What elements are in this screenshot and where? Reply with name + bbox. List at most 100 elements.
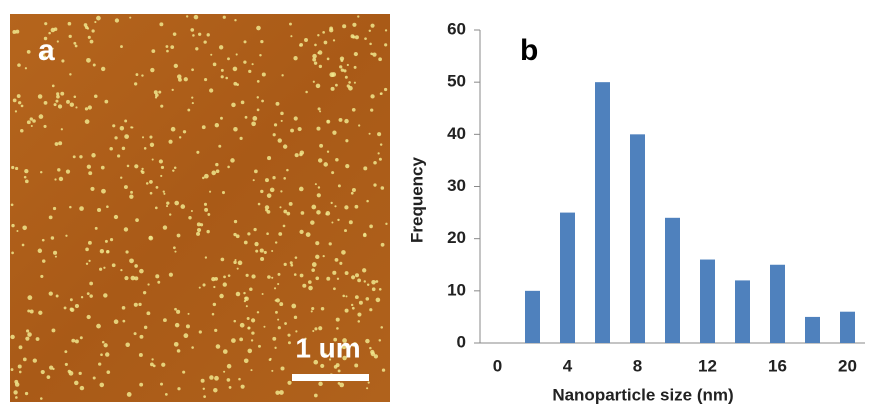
particle bbox=[15, 29, 20, 34]
particle bbox=[29, 117, 33, 121]
particle bbox=[375, 297, 381, 303]
particle bbox=[120, 176, 123, 179]
particle bbox=[326, 119, 331, 124]
particle bbox=[26, 120, 31, 125]
particle bbox=[378, 339, 382, 342]
particle bbox=[275, 390, 280, 395]
particle bbox=[32, 119, 36, 123]
particle bbox=[261, 293, 264, 296]
particle bbox=[287, 341, 291, 345]
particle bbox=[168, 139, 173, 144]
particle bbox=[172, 32, 177, 36]
particle bbox=[381, 368, 386, 372]
particle bbox=[222, 15, 226, 19]
particle bbox=[55, 294, 59, 298]
particle bbox=[54, 142, 59, 146]
particle bbox=[256, 25, 261, 31]
particle bbox=[84, 119, 90, 124]
particle bbox=[23, 175, 27, 179]
bar bbox=[595, 82, 610, 344]
particle bbox=[106, 250, 110, 254]
x-tick-label: 16 bbox=[768, 356, 787, 375]
particle bbox=[174, 322, 180, 328]
particle bbox=[105, 352, 110, 357]
particle bbox=[311, 306, 315, 311]
particle bbox=[366, 387, 369, 390]
particle bbox=[362, 233, 367, 238]
particle bbox=[10, 203, 14, 207]
particle bbox=[84, 107, 89, 111]
particle bbox=[279, 206, 282, 209]
bar bbox=[805, 316, 820, 343]
particle bbox=[274, 241, 278, 244]
particle bbox=[337, 369, 341, 373]
particle bbox=[329, 72, 335, 78]
particle bbox=[72, 155, 76, 159]
bar bbox=[735, 280, 750, 343]
particle bbox=[336, 277, 340, 280]
particle bbox=[17, 364, 22, 369]
particle bbox=[196, 227, 202, 233]
particle bbox=[372, 52, 377, 57]
particle bbox=[283, 209, 288, 214]
particle bbox=[18, 370, 22, 374]
particle bbox=[335, 317, 340, 322]
particle bbox=[26, 329, 30, 333]
particle bbox=[308, 285, 313, 291]
particle bbox=[180, 204, 186, 209]
particle bbox=[143, 147, 147, 150]
particle bbox=[378, 57, 382, 62]
particle bbox=[240, 384, 245, 389]
particle bbox=[305, 232, 311, 237]
particle bbox=[290, 35, 293, 38]
particle bbox=[43, 36, 48, 41]
particle bbox=[279, 390, 284, 395]
particle bbox=[191, 68, 194, 72]
particle bbox=[225, 76, 229, 80]
particle bbox=[149, 142, 155, 147]
particle bbox=[344, 75, 348, 79]
particle bbox=[42, 51, 46, 55]
particle bbox=[367, 381, 370, 384]
particle bbox=[236, 267, 239, 270]
particle bbox=[152, 364, 156, 368]
particle bbox=[166, 49, 169, 53]
particle bbox=[369, 42, 372, 46]
particle bbox=[310, 310, 313, 313]
particle bbox=[220, 116, 223, 120]
y-tick-label: 20 bbox=[447, 228, 466, 247]
particle bbox=[366, 283, 370, 286]
scale-bar-label: 1 um bbox=[295, 332, 360, 363]
particle bbox=[54, 255, 57, 258]
particle bbox=[332, 130, 337, 135]
particle bbox=[74, 303, 79, 309]
particle bbox=[74, 339, 79, 344]
particle bbox=[18, 101, 22, 105]
particle bbox=[176, 349, 181, 353]
particle bbox=[37, 248, 43, 254]
particle bbox=[204, 173, 209, 179]
particle bbox=[212, 62, 217, 67]
particle bbox=[214, 375, 219, 381]
particle bbox=[317, 51, 320, 55]
particle bbox=[231, 102, 236, 108]
particle bbox=[123, 185, 128, 190]
particle bbox=[220, 68, 224, 72]
particle bbox=[174, 307, 177, 311]
particle bbox=[191, 101, 194, 105]
particle bbox=[267, 275, 271, 279]
particle bbox=[176, 233, 181, 238]
y-tick-label: 0 bbox=[457, 332, 466, 351]
particle bbox=[201, 125, 206, 130]
particle bbox=[104, 99, 109, 104]
particle bbox=[99, 267, 103, 271]
particle bbox=[350, 34, 355, 39]
particle bbox=[247, 232, 251, 236]
particle bbox=[87, 240, 92, 245]
particle bbox=[304, 38, 308, 43]
particle bbox=[11, 165, 15, 170]
particle bbox=[364, 37, 367, 41]
particle bbox=[339, 261, 343, 265]
bar bbox=[840, 311, 855, 343]
